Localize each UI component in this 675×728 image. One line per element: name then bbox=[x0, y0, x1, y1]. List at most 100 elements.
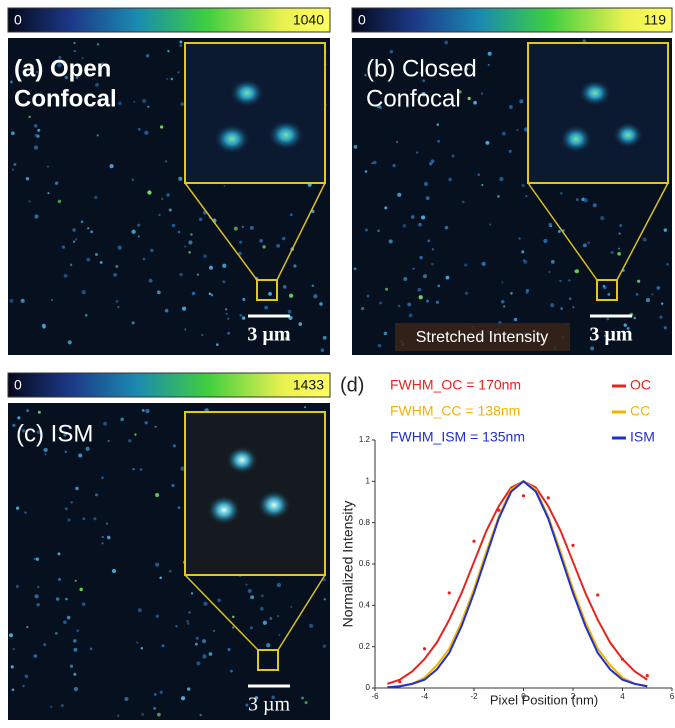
spot bbox=[569, 297, 572, 300]
spot bbox=[403, 277, 407, 281]
spot bbox=[144, 131, 148, 135]
spot bbox=[142, 99, 146, 103]
spot bbox=[324, 598, 326, 600]
spot bbox=[12, 688, 15, 691]
spot bbox=[26, 626, 28, 628]
spot bbox=[180, 102, 184, 106]
spot bbox=[232, 626, 234, 628]
spot bbox=[86, 447, 90, 451]
spot bbox=[509, 150, 512, 153]
series-line bbox=[387, 481, 647, 684]
spot bbox=[646, 298, 650, 302]
note: Stretched Intensity bbox=[416, 329, 549, 346]
spot bbox=[560, 307, 563, 310]
spot bbox=[156, 615, 159, 618]
spot bbox=[117, 715, 119, 717]
spot bbox=[550, 303, 554, 307]
spot bbox=[37, 129, 40, 132]
spot bbox=[11, 665, 14, 668]
spot bbox=[178, 231, 181, 234]
spot bbox=[132, 321, 135, 324]
spot bbox=[473, 101, 477, 105]
spot bbox=[42, 325, 45, 328]
scale-label: 3 µm bbox=[589, 324, 633, 346]
spot bbox=[664, 326, 667, 329]
panel-label: Confocal bbox=[366, 85, 461, 112]
spot bbox=[9, 633, 13, 637]
spot bbox=[180, 41, 183, 44]
spot bbox=[87, 227, 89, 229]
colorbar-max: 1433 bbox=[293, 377, 324, 393]
spot bbox=[481, 92, 483, 94]
spot bbox=[643, 238, 647, 242]
colorbar-max: 119 bbox=[644, 12, 667, 28]
spot bbox=[464, 263, 467, 266]
spot bbox=[502, 132, 506, 136]
spot bbox=[478, 174, 480, 176]
spot bbox=[361, 307, 364, 310]
spot bbox=[266, 643, 270, 647]
spot bbox=[190, 233, 192, 235]
spot bbox=[587, 242, 590, 245]
spot bbox=[160, 691, 163, 694]
spot bbox=[184, 328, 186, 330]
spot bbox=[47, 192, 49, 194]
spot bbox=[373, 161, 377, 165]
spot bbox=[548, 223, 552, 227]
spot bbox=[390, 50, 393, 53]
spot bbox=[36, 603, 39, 606]
spot bbox=[323, 336, 327, 340]
spot bbox=[407, 303, 411, 307]
spot bbox=[514, 318, 518, 322]
spot bbox=[115, 265, 118, 268]
spot bbox=[26, 409, 29, 412]
spot bbox=[136, 642, 138, 644]
spot bbox=[568, 279, 570, 281]
spot bbox=[427, 240, 430, 243]
spot bbox=[276, 244, 280, 248]
annotation: FWHM_CC = 138nm bbox=[390, 403, 520, 419]
spot bbox=[116, 300, 119, 303]
spot bbox=[448, 178, 452, 182]
spot bbox=[421, 215, 425, 219]
spot bbox=[76, 629, 79, 632]
spot bbox=[445, 226, 449, 230]
spot bbox=[128, 439, 131, 442]
spot bbox=[365, 228, 368, 231]
spot bbox=[239, 314, 242, 317]
spot bbox=[100, 261, 103, 264]
spot bbox=[576, 198, 579, 201]
spot bbox=[242, 316, 245, 319]
spot bbox=[385, 288, 388, 291]
spot bbox=[109, 164, 113, 168]
spot bbox=[175, 625, 177, 627]
spot bbox=[301, 697, 304, 700]
spot bbox=[184, 245, 186, 247]
spot bbox=[36, 557, 39, 560]
spot bbox=[146, 54, 149, 57]
spot bbox=[166, 193, 169, 196]
spot bbox=[321, 348, 325, 352]
spot bbox=[51, 299, 53, 301]
spot bbox=[25, 674, 29, 678]
spot bbox=[419, 295, 423, 299]
spot bbox=[411, 215, 415, 219]
spot bbox=[165, 309, 169, 313]
spot bbox=[263, 621, 267, 625]
spot bbox=[607, 293, 610, 296]
data-point bbox=[646, 674, 649, 677]
spot bbox=[525, 291, 528, 294]
spot bbox=[397, 193, 401, 197]
spot bbox=[200, 714, 202, 716]
spot bbox=[222, 280, 225, 283]
spot bbox=[305, 701, 308, 704]
spot bbox=[583, 243, 587, 247]
spot bbox=[124, 697, 128, 701]
spot bbox=[248, 589, 252, 593]
spot bbox=[74, 50, 76, 52]
spot bbox=[73, 648, 77, 652]
spot bbox=[239, 241, 242, 244]
spot bbox=[75, 238, 77, 240]
spot bbox=[147, 190, 151, 194]
spot bbox=[227, 318, 229, 320]
